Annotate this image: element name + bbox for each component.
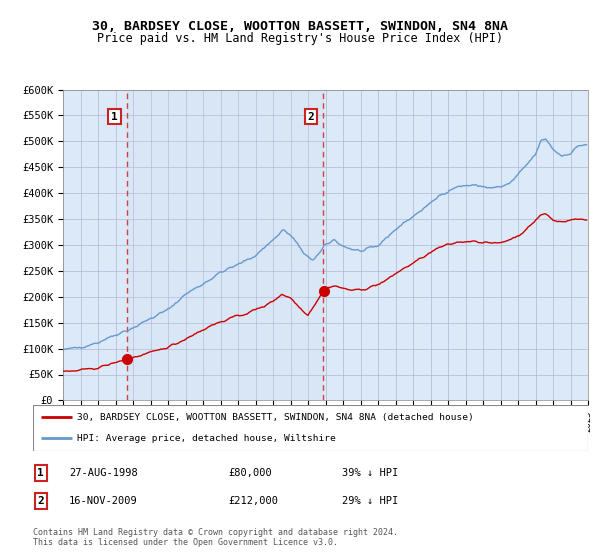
Text: HPI: Average price, detached house, Wiltshire: HPI: Average price, detached house, Wilt… — [77, 434, 336, 443]
Text: 29% ↓ HPI: 29% ↓ HPI — [342, 496, 398, 506]
Bar — [127, 90, 323, 400]
Text: 30, BARDSEY CLOSE, WOOTTON BASSETT, SWINDON, SN4 8NA: 30, BARDSEY CLOSE, WOOTTON BASSETT, SWIN… — [92, 20, 508, 32]
Text: Contains HM Land Registry data © Crown copyright and database right 2024.
This d: Contains HM Land Registry data © Crown c… — [33, 528, 398, 548]
Text: 39% ↓ HPI: 39% ↓ HPI — [342, 468, 398, 478]
Text: Price paid vs. HM Land Registry's House Price Index (HPI): Price paid vs. HM Land Registry's House … — [97, 32, 503, 45]
Text: 1: 1 — [111, 111, 118, 122]
Text: 1: 1 — [37, 468, 44, 478]
Text: £80,000: £80,000 — [228, 468, 272, 478]
Text: 27-AUG-1998: 27-AUG-1998 — [69, 468, 138, 478]
Text: £212,000: £212,000 — [228, 496, 278, 506]
Text: 30, BARDSEY CLOSE, WOOTTON BASSETT, SWINDON, SN4 8NA (detached house): 30, BARDSEY CLOSE, WOOTTON BASSETT, SWIN… — [77, 413, 474, 422]
FancyBboxPatch shape — [33, 405, 588, 451]
Text: 2: 2 — [37, 496, 44, 506]
Text: 16-NOV-2009: 16-NOV-2009 — [69, 496, 138, 506]
Text: 2: 2 — [308, 111, 314, 122]
